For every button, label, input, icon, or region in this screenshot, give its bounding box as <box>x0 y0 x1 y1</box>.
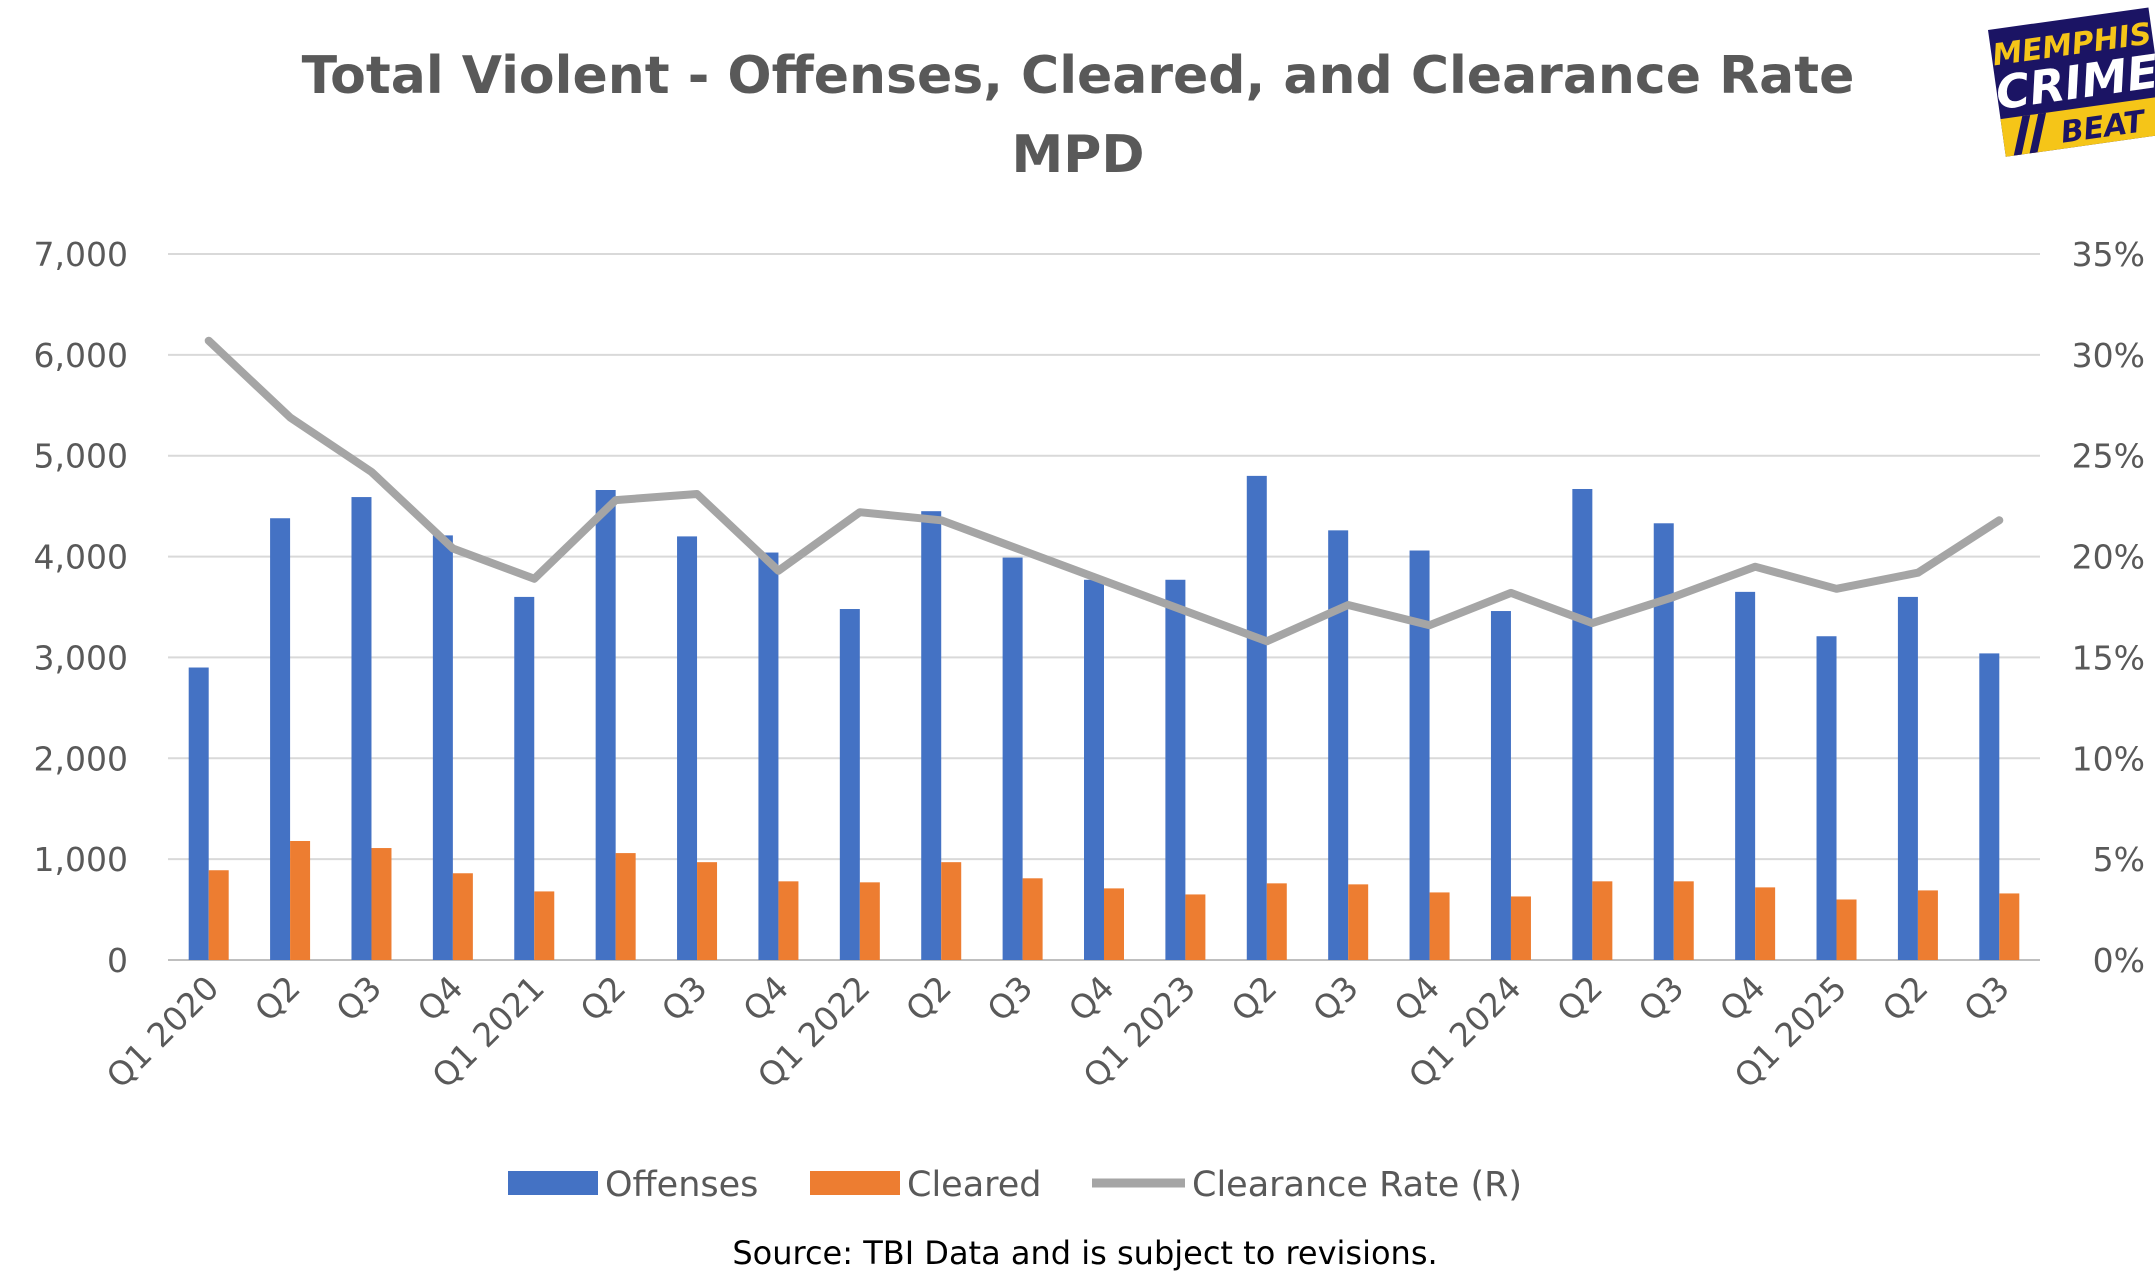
bar-offenses <box>595 490 616 960</box>
y-right-tick-label: 35% <box>2072 235 2145 274</box>
x-tick-label: Q1 2020 <box>99 968 227 1096</box>
series-line-clearance-rate <box>204 336 2004 646</box>
bar-cleared <box>1755 887 1776 960</box>
y-right-tick-label: 20% <box>2072 538 2145 577</box>
bar-cleared <box>1266 883 1287 960</box>
bar-cleared <box>778 881 799 960</box>
bar-offenses <box>677 536 698 960</box>
legend: Offenses Cleared Clearance Rate (R) <box>508 1165 1522 1205</box>
logo-stripes <box>2013 112 2047 156</box>
y-right-tick-label: 10% <box>2072 739 2145 778</box>
x-tick-label: Q3 <box>1631 968 1692 1029</box>
y-right-tick-label: 0% <box>2093 941 2145 980</box>
x-tick-label: Q2 <box>1224 968 1285 1029</box>
legend-label-clearance-rate: Clearance Rate (R) <box>1192 1165 1522 1205</box>
clearance-rate-line <box>204 336 2004 646</box>
bar-offenses <box>1328 530 1349 960</box>
bar-cleared <box>1510 896 1531 960</box>
bar-cleared <box>941 862 962 960</box>
y-right-tick-label: 15% <box>2072 638 2145 677</box>
y-axis-left: 0 1,000 2,000 3,000 4,000 5,000 6,000 7,000 <box>34 235 128 980</box>
bar-offenses <box>1816 636 1837 960</box>
chart-subtitle: MPD <box>1011 125 1144 185</box>
bar-cleared <box>1917 890 1938 960</box>
x-tick-label: Q4 <box>1386 968 1447 1029</box>
legend-label-cleared: Cleared <box>907 1165 1042 1205</box>
legend-swatch-cleared <box>810 1171 900 1195</box>
bar-offenses <box>514 596 535 960</box>
bar-offenses <box>270 518 291 960</box>
bar-cleared <box>1185 894 1206 960</box>
bar-offenses <box>188 667 209 960</box>
bar-offenses <box>1653 523 1674 960</box>
bar-cleared <box>1429 892 1450 960</box>
bar-offenses <box>1409 550 1430 960</box>
x-tick-label: Q3 <box>654 968 715 1029</box>
y-right-tick-label: 5% <box>2093 840 2145 879</box>
x-tick-label: Q3 <box>1956 968 2017 1029</box>
x-tick-label: Q2 <box>898 968 959 1029</box>
y-left-tick-label: 6,000 <box>34 336 128 375</box>
bars <box>188 475 2020 960</box>
bar-offenses <box>1897 596 1918 960</box>
bar-offenses <box>1735 591 1756 960</box>
bar-cleared <box>534 891 555 960</box>
bar-offenses <box>432 535 453 960</box>
bar-cleared <box>371 848 392 960</box>
legend-label-offenses: Offenses <box>605 1165 758 1205</box>
source-note: Source: TBI Data and is subject to revis… <box>732 1234 1437 1272</box>
y-left-tick-label: 7,000 <box>34 235 128 274</box>
bar-cleared <box>452 873 473 960</box>
x-tick-label: Q4 <box>1712 968 1773 1029</box>
y-left-tick-label: 0 <box>107 941 128 980</box>
y-left-tick-label: 5,000 <box>34 437 128 476</box>
y-right-tick-label: 30% <box>2072 336 2145 375</box>
x-tick-label: Q3 <box>328 968 389 1029</box>
bar-offenses <box>1979 653 2000 960</box>
y-left-tick-label: 3,000 <box>34 638 128 677</box>
bar-offenses <box>1002 557 1023 960</box>
bar-cleared <box>1348 884 1369 960</box>
bar-cleared <box>615 853 636 960</box>
bar-offenses <box>1490 611 1511 960</box>
bar-offenses <box>1246 475 1267 960</box>
bar-offenses <box>921 511 942 960</box>
x-tick-label: Q3 <box>1305 968 1366 1029</box>
memphis-crime-beat-logo: MEMPHIS CRIME BEAT <box>1988 7 2155 157</box>
bar-offenses <box>1165 579 1186 960</box>
chart-title: Total Violent - Offenses, Cleared, and C… <box>302 46 1855 106</box>
y-left-tick-label: 1,000 <box>34 840 128 879</box>
y-left-tick-label: 2,000 <box>34 739 128 778</box>
x-tick-label: Q2 <box>1875 968 1936 1029</box>
bar-offenses <box>839 609 860 960</box>
bar-offenses <box>758 552 779 960</box>
bar-cleared <box>208 870 229 960</box>
bar-cleared <box>1836 899 1857 960</box>
x-tick-label: Q2 <box>247 968 308 1029</box>
x-tick-label: Q4 <box>1061 968 1122 1029</box>
x-tick-label: Q4 <box>735 968 796 1029</box>
x-tick-label: Q4 <box>410 968 471 1029</box>
x-tick-label: Q2 <box>1549 968 1610 1029</box>
x-tick-label: Q3 <box>979 968 1040 1029</box>
bar-cleared <box>1592 881 1613 960</box>
y-axis-right: 0% 5% 10% 15% 20% 25% 30% 35% <box>2072 235 2145 980</box>
bar-cleared <box>1022 878 1043 960</box>
y-right-tick-label: 25% <box>2072 437 2145 476</box>
bar-offenses <box>351 497 372 960</box>
bar-cleared <box>697 862 718 960</box>
x-tick-label: Q2 <box>573 968 634 1029</box>
bar-offenses <box>1572 488 1593 960</box>
bar-cleared <box>1999 893 2020 960</box>
legend-swatch-offenses <box>508 1171 598 1195</box>
bar-cleared <box>1673 881 1694 960</box>
bar-offenses <box>1084 579 1104 960</box>
y-left-tick-label: 4,000 <box>34 538 128 577</box>
logo-stripe-bar <box>2000 96 2155 157</box>
bar-cleared <box>859 882 880 960</box>
bar-cleared <box>1104 888 1124 960</box>
bar-cleared <box>290 840 311 960</box>
